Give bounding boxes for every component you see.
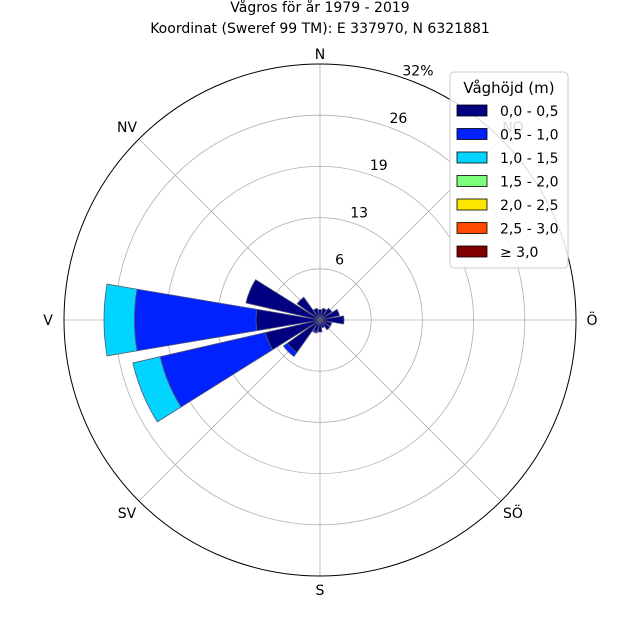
rose-bar <box>296 296 321 321</box>
polar-grid <box>63 63 577 577</box>
rose-bar <box>313 307 321 321</box>
rose-bar <box>312 329 318 334</box>
legend-box <box>449 71 569 269</box>
direction-label: SV <box>118 506 137 522</box>
legend-swatch <box>456 128 488 140</box>
rose-bar <box>319 307 333 321</box>
legend-swatch <box>456 175 488 187</box>
direction-label: SÖ <box>503 504 523 522</box>
polar-frame <box>63 63 577 577</box>
chart-title: Vågros för år 1979 - 2019 <box>230 0 409 16</box>
direction-label: N <box>315 47 325 63</box>
rose-bar <box>245 279 321 321</box>
rose-bar <box>132 356 182 423</box>
rose-bar <box>103 283 138 357</box>
rose-bar <box>282 342 298 358</box>
direction-label: S <box>316 583 325 599</box>
rose-bar <box>319 308 340 321</box>
legend-swatch <box>456 222 488 234</box>
direction-label: Ö <box>586 311 597 329</box>
angular-gridline <box>319 319 502 502</box>
radial-tick-label: 32% <box>402 63 433 79</box>
direction-label: NV <box>117 120 137 136</box>
legend-label: 2,0 - 2,5 <box>500 198 558 214</box>
radial-tick-label: 19 <box>370 158 388 174</box>
legend-label: 2,5 - 3,0 <box>500 222 558 238</box>
rose-bar <box>317 309 323 321</box>
legend-swatch <box>456 198 488 211</box>
rose-bar <box>319 319 325 329</box>
chart-subtitle: Koordinat (Sweref 99 TM): E 337970, N 63… <box>150 21 490 37</box>
legend-swatch <box>456 245 488 258</box>
rose-bar <box>319 315 345 325</box>
direction-label: V <box>43 313 53 329</box>
legend-title: Våghöjd (m) <box>463 79 554 97</box>
radial-tick-label: 26 <box>389 111 407 127</box>
legend: Våghöjd (m) 0,0 - 0,5 0,5 - 1,0 1,0 - 1,5 1,… <box>449 71 569 269</box>
legend-label: 0,5 - 1,0 <box>500 128 558 144</box>
legend-label: ≥ 3,0 <box>500 245 538 261</box>
legend-swatch <box>456 104 488 117</box>
legend-swatch <box>456 151 488 164</box>
rose-bar <box>319 319 331 331</box>
angular-gridline <box>138 138 321 321</box>
rose-bar <box>317 319 323 333</box>
radial-tick-label: 13 <box>350 205 368 221</box>
rose-bars <box>103 279 345 423</box>
radial-tick-label: 6 <box>335 253 344 269</box>
legend-label: 1,0 - 1,5 <box>500 151 558 167</box>
legend-label: 1,5 - 2,0 <box>500 175 558 191</box>
legend-label: 0,0 - 0,5 <box>500 104 558 120</box>
